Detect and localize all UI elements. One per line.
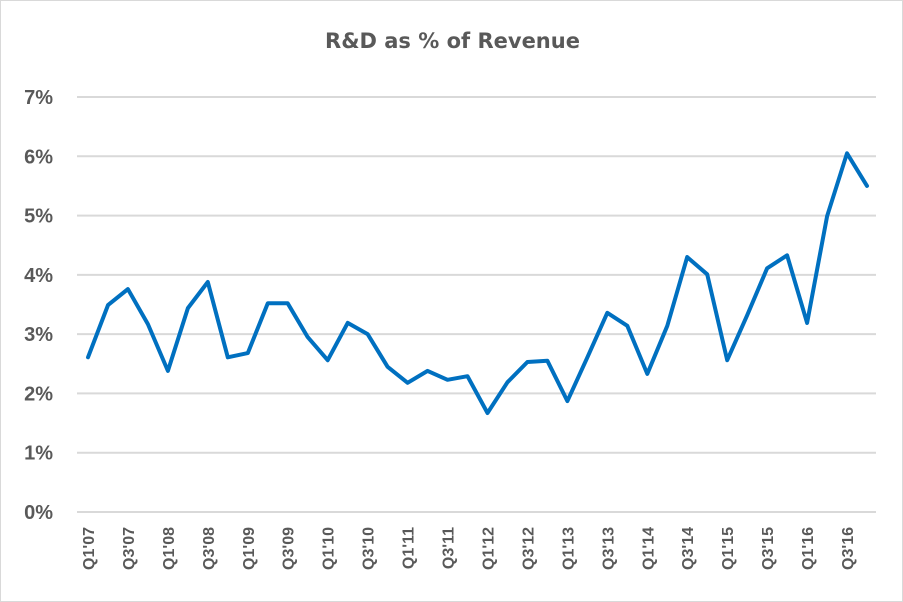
x-tick-label: Q1'15 <box>720 527 737 570</box>
x-tick-label: Q1'12 <box>480 527 497 570</box>
y-tick-label: 6% <box>24 146 53 168</box>
x-tick-label: Q1'07 <box>81 527 98 570</box>
x-tick-label: Q1'14 <box>640 527 657 570</box>
x-tick-label: Q3'16 <box>840 527 857 570</box>
x-tick-label: Q3'15 <box>760 527 777 570</box>
x-tick-label: Q1'08 <box>161 527 178 570</box>
x-tick-label: Q3'14 <box>680 527 697 570</box>
x-tick-label: Q3'13 <box>600 527 617 570</box>
y-tick-label: 1% <box>24 443 53 465</box>
x-tick-label: Q3'07 <box>121 527 138 570</box>
x-tick-label: Q1'10 <box>321 527 338 570</box>
x-tick-label: Q3'11 <box>441 527 458 569</box>
y-tick-label: 4% <box>24 265 53 287</box>
x-tick-label: Q3'10 <box>361 527 378 570</box>
y-tick-label: 7% <box>24 87 53 109</box>
y-tick-label: 3% <box>24 324 53 346</box>
chart-title: R&D as % of Revenue <box>325 29 580 53</box>
x-tick-label: Q1'16 <box>800 527 817 570</box>
y-tick-label: 2% <box>24 383 53 405</box>
x-tick-label: Q1'09 <box>241 527 258 570</box>
x-tick-label: Q3'08 <box>201 527 218 570</box>
y-tick-label: 0% <box>24 502 53 524</box>
x-tick-label: Q3'12 <box>520 527 537 570</box>
y-tick-label: 5% <box>24 206 53 228</box>
x-tick-label: Q3'09 <box>281 527 298 570</box>
x-tick-label: Q1'13 <box>560 527 577 570</box>
x-tick-label: Q1'11 <box>401 527 418 569</box>
series-line <box>86 151 869 415</box>
